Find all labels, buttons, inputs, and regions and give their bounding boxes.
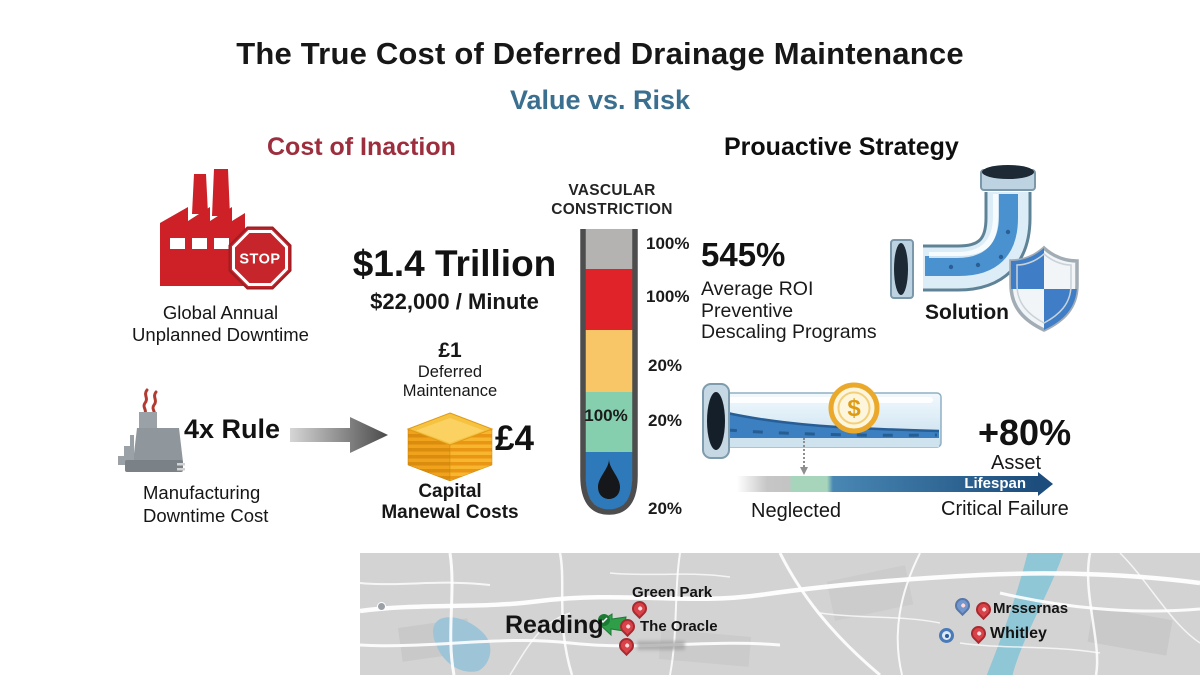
lifespan-arrow-bar: Lifespan <box>737 472 1053 496</box>
section-heading-proactive-strategy: Prouactive Strategy <box>724 133 959 161</box>
roi-stat: 545% <box>701 236 786 273</box>
droplet-icon <box>598 459 620 499</box>
gauge-label-2: 100% <box>646 287 690 306</box>
gauge-label-1: 100% <box>646 234 690 253</box>
city-map: Reading Green Park The Oracle Mrssernas … <box>360 553 1200 675</box>
gauge-inner-label: 100% <box>584 406 628 425</box>
gauge-segment-lower <box>585 392 633 452</box>
map-city-label: Reading <box>505 611 604 639</box>
map-label-the-oracle: The Oracle <box>640 618 718 635</box>
page-subtitle: Value vs. Risk <box>509 85 691 115</box>
target-marker-icon <box>939 628 954 643</box>
map-river <box>986 553 1064 675</box>
dotted-arrow-down-icon <box>799 438 808 475</box>
ratio-top-value: £1 <box>438 339 462 362</box>
downtime-stat: $1.4 Trillion <box>352 243 557 284</box>
page-title: The True Cost of Deferred Drainage Maint… <box>236 36 964 71</box>
gauge-segment-middle <box>585 330 633 392</box>
horizontal-pipe-icon: $ <box>702 382 942 459</box>
stop-sign-icon: STOP <box>228 226 292 290</box>
map-lake <box>433 617 491 672</box>
dollar-coin-icon: $ <box>828 382 880 434</box>
downtime-rate: $22,000 / Minute <box>370 289 539 314</box>
gauge-segment-upper <box>585 269 633 330</box>
ratio-bottom-caption: Manewal Costs <box>381 502 519 523</box>
dollar-symbol: $ <box>847 395 861 422</box>
gauge-label-4: 20% <box>648 411 683 430</box>
rule-stat: 4x Rule <box>184 414 281 444</box>
solution-label: Solution <box>925 301 1009 324</box>
rule-caption: Manufacturing Downtime Cost <box>143 482 269 526</box>
map-label-whitley: Whitley <box>990 625 1047 642</box>
stop-sign-label: STOP <box>239 252 280 268</box>
timeline-right-label: Critical Failure <box>941 498 1069 520</box>
section-heading-cost-of-inaction: Cost of Inaction <box>267 133 456 161</box>
map-roads <box>360 553 1200 675</box>
timeline-left-label: Neglected <box>751 500 842 522</box>
gauge-segment-top <box>585 229 633 269</box>
gauge-title: VASCULAR CONSTRICTION <box>551 182 673 218</box>
lifespan-label: Asset <box>990 452 1042 474</box>
pipe-elbow-icon <box>890 165 1079 332</box>
smoke-flame-icon <box>142 388 158 417</box>
ratio-bottom-caption-bold: Capital <box>418 481 482 502</box>
coin-stack-icon <box>406 412 494 482</box>
map-label-mrssernas: Mrssernas <box>993 600 1069 617</box>
downtime-caption: Global Annual Unplanned Downtime <box>132 302 309 345</box>
junction-marker-icon <box>377 602 386 611</box>
gauge-label-5: 20% <box>648 499 683 518</box>
ratio-result-value: £4 <box>495 419 534 458</box>
factory-stop-icon: STOP <box>160 169 292 290</box>
manufacturing-factory-icon <box>118 388 185 472</box>
illegible-map-text <box>637 641 685 650</box>
map-label-green-park: Green Park <box>632 584 713 601</box>
lifespan-stat: +80% <box>978 412 1072 453</box>
shield-icon <box>1009 245 1079 332</box>
lifespan-bar-label: Lifespan <box>964 475 1026 492</box>
test-tube-gauge-icon <box>580 229 638 515</box>
roi-caption: Average ROI Preventive Descaling Program… <box>701 278 877 343</box>
ratio-top-caption: Deferred Maintenance <box>402 363 498 400</box>
gauge-label-3: 20% <box>648 356 683 375</box>
arrow-right-icon <box>290 417 388 453</box>
